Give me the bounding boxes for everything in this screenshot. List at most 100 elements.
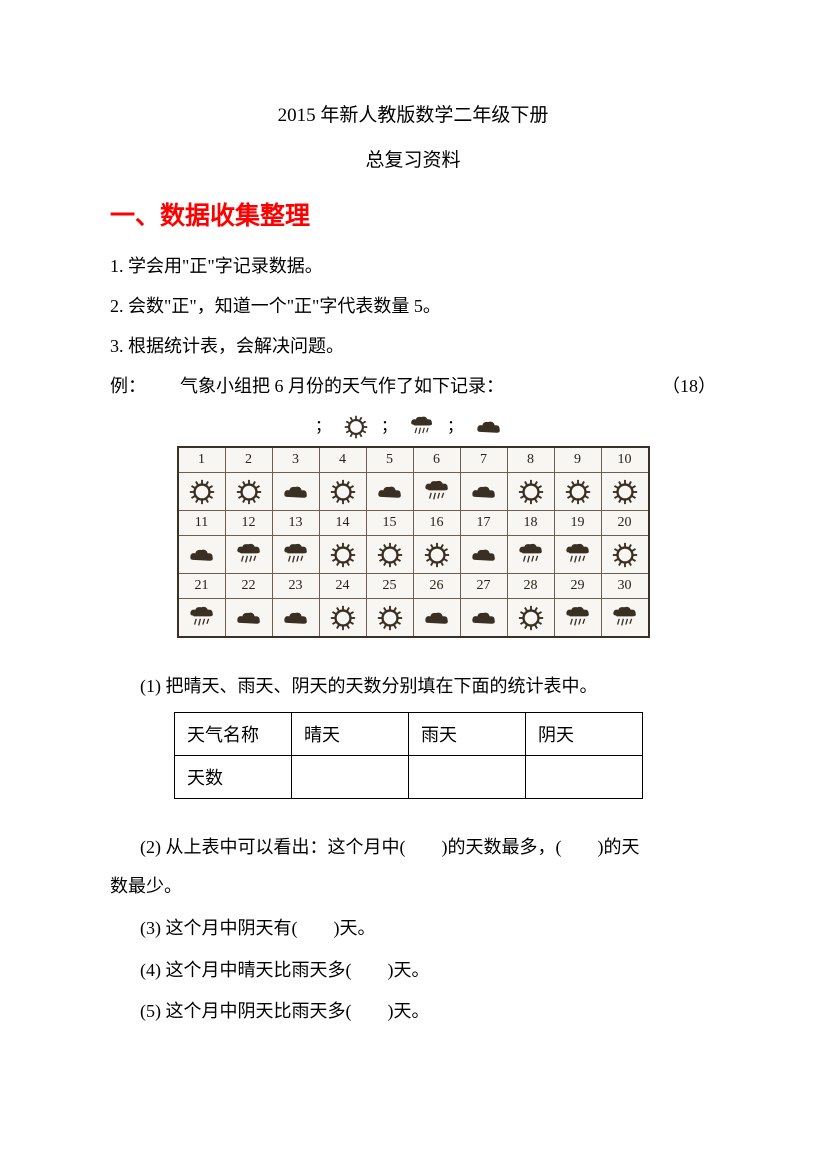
sunny-icon <box>601 536 649 574</box>
stats-h-2: 雨天 <box>409 712 526 755</box>
section-heading: 一、数据收集整理 <box>110 196 716 232</box>
rainy-icon <box>409 414 435 440</box>
legend-sep-1: ； <box>315 418 331 435</box>
rainy-icon <box>225 536 272 574</box>
cloudy-icon <box>272 599 319 638</box>
rainy-icon <box>413 473 460 511</box>
calendar-day-number: 14 <box>319 511 366 536</box>
calendar-day-number: 7 <box>460 447 507 473</box>
sunny-icon <box>319 473 366 511</box>
calendar-day-number: 2 <box>225 447 272 473</box>
point-1: 1. 学会用"正"字记录数据。 <box>110 248 716 284</box>
stats-value-row: 天数 <box>175 755 643 798</box>
cloudy-icon <box>460 536 507 574</box>
stats-row-label: 天数 <box>175 755 292 798</box>
cloudy-icon <box>460 599 507 638</box>
calendar-day-number: 17 <box>460 511 507 536</box>
cloudy-icon <box>272 473 319 511</box>
sunny-icon <box>225 473 272 511</box>
example-line: 例： 气象小组把 6 月份的天气作了如下记录： （18） <box>110 368 716 404</box>
sunny-icon <box>319 599 366 638</box>
calendar-day-number: 13 <box>272 511 319 536</box>
stats-h-0: 天气名称 <box>175 712 292 755</box>
calendar-day-number: 10 <box>601 447 649 473</box>
calendar-day-number: 21 <box>178 574 226 599</box>
stats-cell-cloudy <box>526 755 643 798</box>
calendar-day-number: 27 <box>460 574 507 599</box>
calendar-icon-row <box>178 599 649 638</box>
sunny-icon <box>413 536 460 574</box>
q2-line-a: (2) 从上表中可以看出：这个月中( )的天数最多，( )的天 <box>140 827 716 868</box>
sunny-icon <box>507 599 554 638</box>
calendar-day-number: 1 <box>178 447 226 473</box>
stats-h-1: 晴天 <box>292 712 409 755</box>
calendar-num-row: 12345678910 <box>178 447 649 473</box>
weather-calendar: 12345678910 11121314151617181920 <box>177 446 650 638</box>
calendar-num-row: 21222324252627282930 <box>178 574 649 599</box>
stats-table: 天气名称 晴天 雨天 阴天 天数 <box>174 712 643 799</box>
example-label: 例： <box>110 368 180 404</box>
cloudy-icon <box>366 473 413 511</box>
sunny-icon <box>366 536 413 574</box>
calendar-day-number: 4 <box>319 447 366 473</box>
q1-text: (1) 把晴天、雨天、阴天的天数分别填在下面的统计表中。 <box>140 666 716 707</box>
calendar-day-number: 12 <box>225 511 272 536</box>
calendar-day-number: 3 <box>272 447 319 473</box>
calendar-day-number: 16 <box>413 511 460 536</box>
calendar-day-number: 11 <box>178 511 226 536</box>
rainy-icon <box>554 536 601 574</box>
calendar-day-number: 24 <box>319 574 366 599</box>
sunny-icon <box>601 473 649 511</box>
point-3: 3. 根据统计表，会解决问题。 <box>110 328 716 364</box>
calendar-day-number: 30 <box>601 574 649 599</box>
calendar-day-number: 26 <box>413 574 460 599</box>
cloudy-icon <box>460 473 507 511</box>
q3-line: (3) 这个月中阴天有( )天。 <box>140 908 716 949</box>
cloudy-icon <box>225 599 272 638</box>
example-text: 气象小组把 6 月份的天气作了如下记录： <box>180 368 656 404</box>
calendar-num-row: 11121314151617181920 <box>178 511 649 536</box>
rainy-icon <box>507 536 554 574</box>
cloudy-icon <box>413 599 460 638</box>
stats-h-3: 阴天 <box>526 712 643 755</box>
calendar-day-number: 15 <box>366 511 413 536</box>
q4-line: (4) 这个月中晴天比雨天多( )天。 <box>140 950 716 991</box>
doc-title-1: 2015 年新人教版数学二年级下册 <box>110 100 716 127</box>
calendar-day-number: 6 <box>413 447 460 473</box>
sunny-icon <box>319 536 366 574</box>
cloudy-icon <box>475 418 503 438</box>
sunny-icon <box>554 473 601 511</box>
legend-sep-3: ； <box>447 418 463 435</box>
calendar-day-number: 18 <box>507 511 554 536</box>
calendar-day-number: 22 <box>225 574 272 599</box>
calendar-icon-row <box>178 536 649 574</box>
calendar-day-number: 23 <box>272 574 319 599</box>
calendar-day-number: 28 <box>507 574 554 599</box>
calendar-day-number: 5 <box>366 447 413 473</box>
page: 2015 年新人教版数学二年级下册 总复习资料 一、数据收集整理 1. 学会用"… <box>0 0 826 1169</box>
sunny-icon <box>366 599 413 638</box>
q2-line-b: 数最少。 <box>110 868 716 904</box>
example-page-ref: （18） <box>656 368 716 404</box>
calendar-day-number: 29 <box>554 574 601 599</box>
stats-cell-sunny <box>292 755 409 798</box>
calendar-day-number: 8 <box>507 447 554 473</box>
stats-header-row: 天气名称 晴天 雨天 阴天 <box>175 712 643 755</box>
point-2: 2. 会数"正"，知道一个"正"字代表数量 5。 <box>110 288 716 324</box>
legend-sep-2: ； <box>381 418 397 435</box>
cloudy-icon <box>178 536 226 574</box>
calendar-icon-row <box>178 473 649 511</box>
rainy-icon <box>601 599 649 638</box>
doc-title-2: 总复习资料 <box>110 145 716 172</box>
rainy-icon <box>554 599 601 638</box>
calendar-day-number: 20 <box>601 511 649 536</box>
sunny-icon <box>178 473 226 511</box>
weather-legend: ； ； ； <box>110 412 716 440</box>
stats-cell-rainy <box>409 755 526 798</box>
calendar-day-number: 25 <box>366 574 413 599</box>
calendar-day-number: 9 <box>554 447 601 473</box>
calendar-day-number: 19 <box>554 511 601 536</box>
rainy-icon <box>178 599 226 638</box>
q5-line: (5) 这个月中阴天比雨天多( )天。 <box>140 991 716 1032</box>
sunny-icon <box>343 414 369 440</box>
